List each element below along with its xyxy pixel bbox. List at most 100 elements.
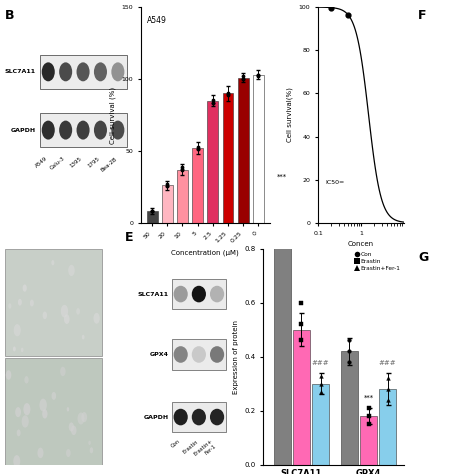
Text: A549: A549: [34, 156, 48, 169]
Text: Calu-3: Calu-3: [49, 156, 66, 171]
Bar: [253, 75, 264, 223]
Text: Erastin+
Fer-1: Erastin+ Fer-1: [192, 438, 217, 462]
Ellipse shape: [42, 63, 55, 82]
Point: [179, 166, 186, 174]
Point: [209, 100, 217, 107]
Circle shape: [52, 392, 56, 400]
Bar: [5, 249, 102, 356]
Bar: [207, 100, 219, 223]
Ellipse shape: [192, 346, 206, 363]
X-axis label: Concentration (μM): Concentration (μM): [171, 249, 239, 256]
Point: [365, 420, 373, 428]
Circle shape: [78, 412, 84, 425]
Bar: [162, 185, 173, 223]
Circle shape: [61, 305, 68, 318]
Ellipse shape: [192, 286, 206, 302]
Point: [317, 380, 324, 387]
Bar: [341, 351, 358, 465]
Circle shape: [24, 376, 28, 383]
Point: [224, 91, 232, 99]
Text: F: F: [418, 9, 427, 22]
Y-axis label: Expression of protein: Expression of protein: [233, 319, 239, 393]
Point: [148, 207, 156, 215]
Point: [346, 347, 353, 355]
Point: [317, 372, 324, 379]
Text: GAPDH: GAPDH: [144, 415, 169, 419]
Point: [384, 374, 392, 382]
Circle shape: [17, 429, 21, 436]
Circle shape: [15, 407, 21, 417]
Ellipse shape: [94, 63, 107, 82]
Bar: [5, 358, 102, 465]
Point: [384, 396, 392, 403]
Circle shape: [67, 407, 69, 411]
Circle shape: [43, 311, 47, 319]
Circle shape: [90, 447, 93, 454]
Circle shape: [30, 300, 34, 307]
Ellipse shape: [59, 120, 72, 139]
Text: ###: ###: [379, 360, 397, 366]
X-axis label: Concen: Concen: [348, 241, 374, 247]
Point: [298, 320, 305, 328]
Point: [279, 202, 286, 210]
Text: Erastin: Erastin: [182, 438, 199, 455]
Point: [255, 71, 262, 78]
Point: [224, 89, 232, 97]
Point: [239, 75, 247, 83]
Bar: [293, 330, 310, 465]
Ellipse shape: [42, 120, 55, 139]
Circle shape: [18, 299, 22, 306]
Circle shape: [60, 367, 65, 376]
Circle shape: [69, 422, 74, 431]
Legend: Con, Erastin, Erastin+Fer-1: Con, Erastin, Erastin+Fer-1: [354, 252, 401, 272]
Bar: [222, 93, 234, 223]
Bar: [360, 416, 377, 465]
Point: [164, 180, 171, 188]
Point: [164, 182, 171, 190]
Point: [346, 358, 353, 366]
Point: [224, 91, 232, 98]
Y-axis label: Cell survival(%): Cell survival(%): [287, 88, 293, 142]
Text: 1795: 1795: [87, 156, 100, 169]
Point: [365, 412, 373, 420]
Ellipse shape: [210, 286, 224, 302]
Text: SLC7A11: SLC7A11: [5, 69, 36, 74]
Point: [194, 144, 201, 151]
Text: 1395: 1395: [69, 156, 83, 169]
Circle shape: [64, 314, 70, 324]
Point: [209, 97, 217, 104]
Point: [194, 145, 201, 153]
Circle shape: [8, 303, 11, 309]
Point: [194, 145, 201, 153]
Circle shape: [6, 370, 11, 380]
Circle shape: [22, 415, 29, 428]
Bar: [172, 402, 226, 432]
Text: ###: ###: [312, 360, 329, 366]
Circle shape: [23, 403, 30, 415]
Point: [255, 71, 262, 79]
Ellipse shape: [111, 120, 124, 139]
Point: [384, 385, 392, 393]
Point: [179, 164, 186, 171]
Point: [327, 4, 335, 11]
Circle shape: [23, 284, 27, 292]
Circle shape: [76, 308, 80, 315]
Point: [239, 75, 247, 82]
Circle shape: [37, 447, 44, 458]
Bar: [39, 113, 127, 147]
Point: [346, 337, 353, 344]
Bar: [177, 170, 188, 223]
Circle shape: [68, 265, 75, 276]
Circle shape: [66, 449, 71, 457]
Bar: [192, 148, 203, 223]
Circle shape: [71, 426, 76, 435]
Point: [279, 186, 286, 193]
Bar: [146, 211, 157, 223]
Circle shape: [81, 412, 87, 422]
Circle shape: [82, 335, 84, 339]
Bar: [238, 78, 249, 223]
Text: A549: A549: [147, 16, 167, 25]
Ellipse shape: [210, 409, 224, 425]
Ellipse shape: [173, 409, 188, 425]
Bar: [39, 55, 127, 89]
